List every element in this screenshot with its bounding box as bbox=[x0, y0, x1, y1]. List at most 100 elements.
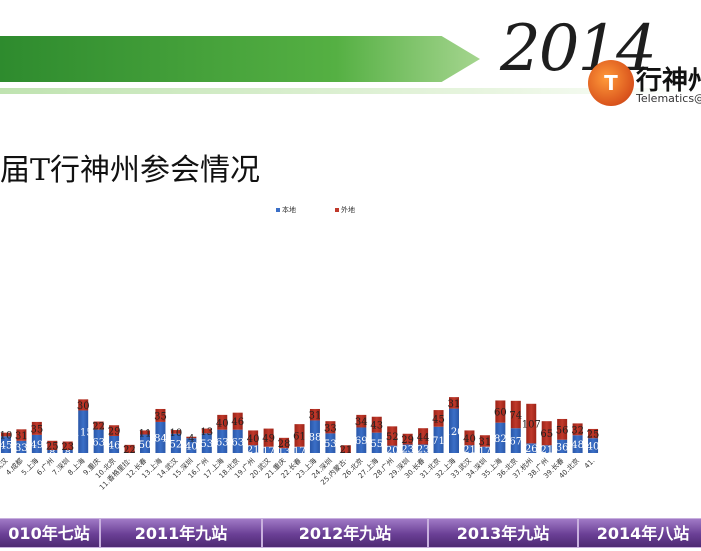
data-label-external: 35 bbox=[30, 424, 43, 435]
data-label-external: 60 bbox=[494, 408, 507, 419]
bar-local bbox=[217, 429, 228, 453]
data-label-external: 28 bbox=[278, 439, 291, 450]
logo-subtitle: Telematics@Ch bbox=[636, 92, 701, 105]
legend-item-local: 本地 bbox=[276, 205, 296, 215]
data-label-external: 107 bbox=[522, 420, 541, 431]
bar-local bbox=[93, 429, 104, 453]
bar-external bbox=[371, 416, 382, 433]
data-label-local: 40 bbox=[185, 442, 198, 453]
bar-local bbox=[263, 446, 274, 453]
bar-external bbox=[526, 403, 537, 444]
data-label-local: 17 bbox=[293, 446, 306, 457]
data-label-local: 23 bbox=[401, 445, 414, 456]
data-label-local: 20 bbox=[386, 445, 399, 456]
bar-local bbox=[588, 438, 599, 453]
bar-local bbox=[387, 445, 398, 453]
bar-local bbox=[479, 446, 490, 453]
data-label-external: 33 bbox=[324, 423, 337, 434]
bar-external bbox=[78, 399, 89, 411]
data-label-local: 115 bbox=[74, 428, 93, 439]
data-label-external: 61 bbox=[293, 431, 306, 442]
data-label-external: 22 bbox=[123, 445, 136, 456]
bar-external bbox=[294, 424, 305, 447]
data-label-external: 25 bbox=[46, 441, 59, 452]
category-label: 3.武汉 bbox=[0, 456, 9, 477]
data-label-external: 34 bbox=[355, 417, 368, 428]
bar-external bbox=[402, 433, 413, 445]
bar-external bbox=[31, 421, 42, 435]
bar-external bbox=[557, 418, 568, 440]
data-label-external: 46 bbox=[231, 417, 244, 428]
data-label-local: 21 bbox=[463, 445, 476, 456]
bar-local bbox=[325, 433, 336, 453]
bar-local bbox=[526, 443, 537, 453]
page-title: 届T行神州参会情况 bbox=[0, 153, 261, 188]
bar-external bbox=[572, 423, 583, 436]
legend-label-local: 本地 bbox=[282, 206, 296, 214]
data-label-external: 30 bbox=[77, 401, 90, 412]
bar-local bbox=[418, 444, 429, 453]
data-label-local: 84 bbox=[154, 433, 167, 444]
bar-external bbox=[495, 400, 506, 423]
bar-external bbox=[93, 421, 104, 430]
data-label-local: 53 bbox=[324, 439, 337, 450]
bar-external bbox=[356, 414, 367, 428]
data-label-local: 17 bbox=[262, 446, 275, 457]
bar-external bbox=[387, 426, 398, 446]
legend-swatch-external bbox=[335, 208, 339, 212]
data-label-local: 69 bbox=[355, 436, 368, 447]
bar-external bbox=[433, 410, 444, 427]
bar-external bbox=[201, 428, 212, 434]
bar-external bbox=[449, 397, 459, 409]
bar-external bbox=[109, 425, 120, 436]
data-label-local: 67 bbox=[509, 437, 522, 448]
data-label-external: 4 bbox=[188, 433, 194, 444]
data-label-external: 23 bbox=[61, 442, 74, 453]
data-label-local: 82 bbox=[494, 434, 507, 445]
bar-external bbox=[140, 430, 150, 435]
bar-external bbox=[170, 430, 181, 434]
data-label-local: 71 bbox=[432, 436, 445, 447]
data-label-external: 35 bbox=[154, 411, 167, 422]
bar-local bbox=[47, 450, 58, 453]
bar-local bbox=[433, 426, 444, 453]
bar-external bbox=[0, 432, 11, 437]
bar-local bbox=[170, 433, 181, 453]
bar-external bbox=[279, 437, 290, 449]
data-label-local: 40 bbox=[587, 442, 600, 453]
legend-swatch-local bbox=[276, 208, 280, 212]
bar-external bbox=[464, 430, 475, 446]
legend-label-external: 外地 bbox=[341, 206, 355, 214]
bar-local bbox=[201, 433, 212, 453]
logo-badge-icon: T bbox=[588, 60, 634, 106]
bar-local bbox=[557, 439, 568, 453]
bar-local bbox=[0, 436, 11, 453]
data-label-local: 21 bbox=[247, 445, 260, 456]
data-label-local: 63 bbox=[92, 437, 105, 448]
bar-local bbox=[78, 410, 89, 453]
data-label-local: 8 bbox=[49, 448, 55, 459]
bar-external bbox=[479, 435, 490, 447]
data-label-local: 46 bbox=[108, 440, 121, 451]
data-label-external: 10 bbox=[0, 431, 12, 442]
banner-bar bbox=[0, 36, 480, 82]
data-label-local: 49 bbox=[30, 440, 43, 451]
bar-local bbox=[572, 435, 583, 453]
bar-local bbox=[140, 434, 150, 453]
data-label-external: 10 bbox=[170, 428, 183, 439]
data-label-local: 26 bbox=[525, 444, 538, 455]
data-label-external: 65 bbox=[540, 429, 553, 440]
bar-external bbox=[309, 408, 320, 421]
bar-external bbox=[248, 430, 259, 446]
bar-external bbox=[340, 445, 351, 453]
bar-local bbox=[402, 444, 413, 453]
data-label-external: 22 bbox=[92, 422, 105, 433]
data-label-local: 53 bbox=[200, 439, 213, 450]
data-label-external: 29 bbox=[401, 435, 414, 446]
bar-local bbox=[16, 440, 27, 453]
data-label-external: 32 bbox=[571, 425, 584, 436]
logo-name: 行神州 bbox=[636, 66, 701, 96]
bar-external bbox=[124, 444, 135, 453]
bar-external bbox=[325, 421, 336, 434]
data-label-local: 8 bbox=[65, 448, 71, 459]
